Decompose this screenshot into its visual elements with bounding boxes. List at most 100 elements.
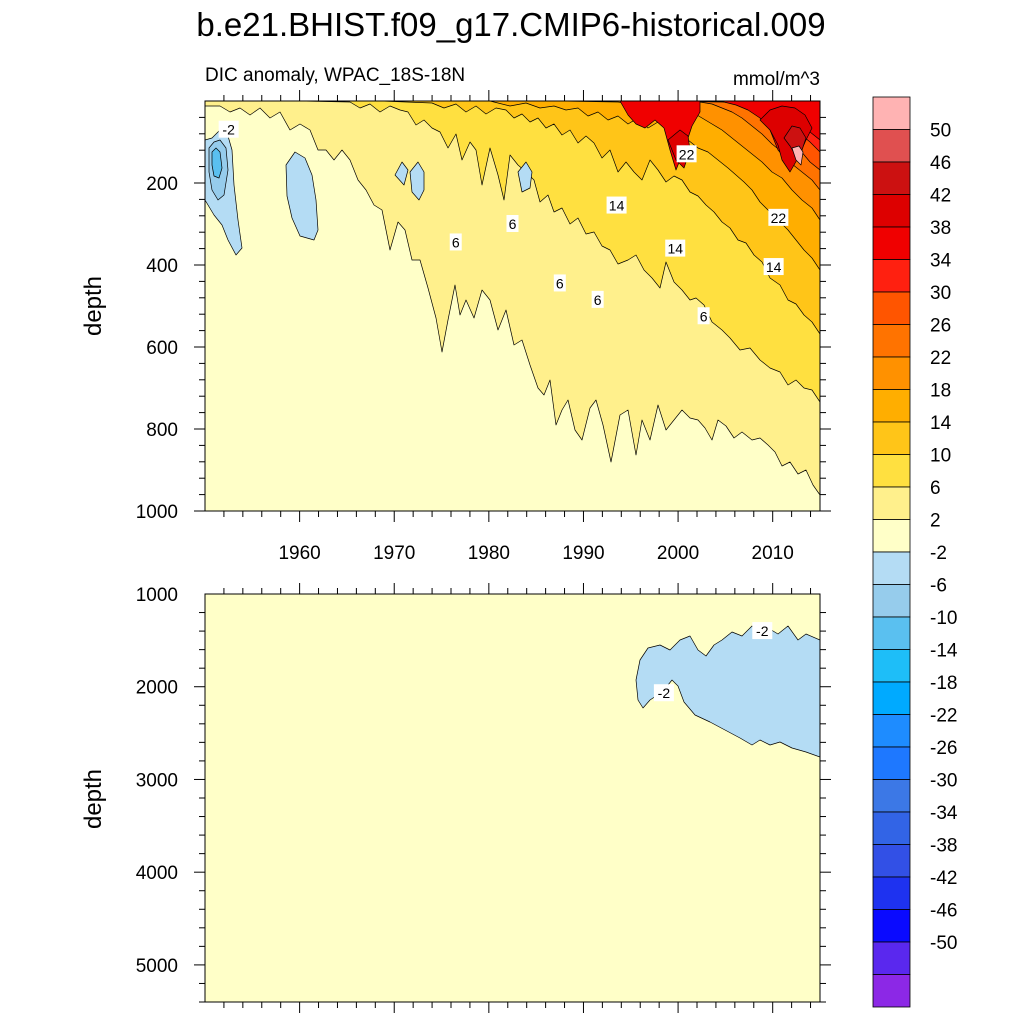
contour-label-box [752, 622, 773, 640]
colorbar-label: 2 [930, 511, 941, 532]
colorbar-label: -38 [930, 836, 957, 857]
neg-blob-2 [285, 151, 319, 241]
contour-label: 6 [509, 216, 517, 232]
lower-contour-labels: -2 -2 [653, 622, 773, 702]
contour-label: 6 [594, 292, 602, 308]
subtitle-left: DIC anomaly, WPAC_18S-18N [205, 65, 465, 86]
y-tick-label: 2000 [136, 678, 178, 699]
contour-label-box [553, 274, 566, 292]
x-tick-label: 2010 [752, 543, 794, 564]
upper-x-tick-labels: 1960 1970 1980 1990 2000 2010 [278, 543, 793, 564]
colorbar-label: -22 [930, 706, 957, 727]
colorbar-label: 38 [930, 218, 951, 239]
neg-blob-1c [211, 147, 223, 179]
colorbar-swatch [872, 356, 911, 390]
colorbar-label: -30 [930, 771, 957, 792]
colorbar-label: 30 [930, 283, 951, 304]
colorbar-swatch [872, 454, 911, 488]
lower-ticks [194, 583, 831, 1013]
colorbar-label: -50 [930, 933, 957, 954]
contour-label: 22 [771, 210, 787, 226]
colorbar-swatch [872, 681, 911, 715]
contour-label: 6 [452, 234, 460, 250]
x-tick-label: 1970 [373, 543, 415, 564]
colorbar-swatch [872, 974, 911, 1008]
colorbar-label: 10 [930, 446, 951, 467]
colorbar-swatch [872, 226, 911, 260]
colorbar-swatch [872, 551, 911, 585]
lower-ylabel: depth [80, 769, 107, 829]
colorbar-label: -18 [930, 673, 957, 694]
colorbar-swatch [872, 844, 911, 878]
chart-title: b.e21.BHIST.f09_g17.CMIP6-historical.009 [196, 6, 825, 43]
y-tick-label: 4000 [136, 863, 178, 884]
y-tick-label: 3000 [136, 770, 178, 791]
colorbar-swatch [872, 714, 911, 748]
contour-label-box [768, 208, 789, 226]
contour-label-box [763, 258, 784, 276]
colorbar-swatch [872, 96, 911, 130]
colorbar-label: -10 [930, 608, 957, 629]
colorbar-label: 50 [930, 121, 951, 142]
upper-y-tick-labels: 200 400 600 800 1000 [136, 174, 178, 523]
contour-label-box [449, 233, 462, 251]
x-tick-label: 1990 [562, 543, 604, 564]
colorbar-swatch [872, 161, 911, 195]
upper-panel: 1960 1970 1980 1990 2000 2010 200 400 600 800 100… [80, 90, 831, 564]
lower-panel: 1000 2000 3000 4000 5000 -2 -2 depth [80, 583, 831, 1013]
y-tick-label: 600 [146, 338, 178, 359]
contour-label: -2 [658, 685, 671, 701]
colorbar-swatch [872, 909, 911, 943]
upper-ticks [194, 90, 831, 522]
colorbar-label: -34 [930, 803, 958, 824]
upper-contour-labels: -2 22 14 6 6 14 22 14 6 6 6 [218, 120, 789, 325]
x-tick-label: 2000 [657, 543, 699, 564]
colorbar-label: 46 [930, 153, 951, 174]
y-tick-label: 1000 [136, 502, 178, 523]
contour-label: 14 [667, 241, 683, 257]
colorbar-label: 42 [930, 186, 951, 207]
y-tick-label: 200 [146, 174, 178, 195]
contour-label-box [591, 290, 604, 308]
colorbar: 50 46 42 38 34 30 26 22 18 14 10 6 2 -2 -6 -10 -14 -18 -22… [872, 96, 958, 1008]
y-tick-label: 1000 [136, 585, 178, 606]
colorbar-label: -26 [930, 738, 957, 759]
contour-label: 6 [556, 275, 564, 291]
colorbar-swatch [872, 941, 911, 975]
colorbar-swatch [872, 129, 911, 163]
contour-label: 6 [700, 308, 708, 324]
contour-label: 14 [609, 198, 625, 214]
colorbar-swatch [872, 876, 911, 910]
neg-blob-5 [517, 161, 533, 193]
contour-label-box [606, 196, 627, 214]
y-tick-label: 5000 [136, 956, 178, 977]
colorbar-label: 6 [930, 478, 941, 499]
colorbar-label: -2 [930, 543, 947, 564]
contour-label-box [676, 145, 697, 163]
contour-label: -2 [222, 122, 235, 138]
colorbar-label: 26 [930, 316, 951, 337]
neg-blob-4 [409, 161, 425, 201]
colorbar-swatch [872, 746, 911, 780]
y-tick-label: 400 [146, 256, 178, 277]
colorbar-label: -6 [930, 576, 947, 597]
colorbar-swatch [872, 519, 911, 553]
colorbar-swatch [872, 486, 911, 520]
contour-label-box [506, 215, 519, 232]
x-tick-label: 1980 [468, 543, 510, 564]
colorbar-label: -14 [930, 641, 958, 662]
upper-ylabel: depth [80, 276, 107, 336]
colorbar-swatch [872, 421, 911, 455]
colorbar-swatch [872, 194, 911, 228]
contour-label: 22 [679, 146, 695, 162]
colorbar-label: 18 [930, 381, 951, 402]
contour-label: 14 [766, 259, 782, 275]
neg-blob-3 [394, 161, 409, 186]
contour-label-box [218, 120, 239, 138]
colorbar-swatch [872, 779, 911, 813]
colorbar-swatch [872, 259, 911, 293]
colorbar-swatch [872, 324, 911, 358]
colorbar-label: 34 [930, 251, 952, 272]
lower-y-tick-labels: 1000 2000 3000 4000 5000 [136, 585, 178, 977]
